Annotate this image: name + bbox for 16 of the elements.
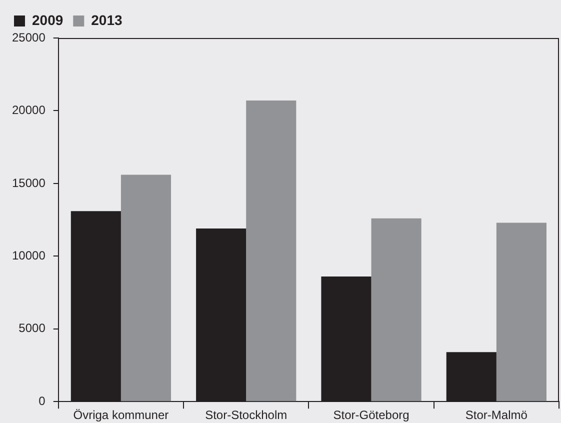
y-tick-label: 25000 [12,30,46,44]
y-tick-label: 20000 [12,103,46,118]
y-tick-label: 10000 [12,248,46,262]
y-tick-label: 5000 [18,321,46,336]
legend-label: 2013 [91,12,123,28]
y-tick-label: 15000 [12,176,46,190]
bar [120,174,172,402]
x-tick-label: Stor-Göteborg [333,408,410,422]
bar [496,222,546,402]
x-tick-label: Stor-Stockholm [205,408,288,422]
bar [246,100,296,402]
y-tick-label: 0 [38,394,46,408]
bar [371,218,422,402]
x-tick-label: Övriga kommuner [73,408,169,422]
legend-label: 2009 [32,12,64,28]
x-tick-label: Stor-Malmö [465,408,528,422]
